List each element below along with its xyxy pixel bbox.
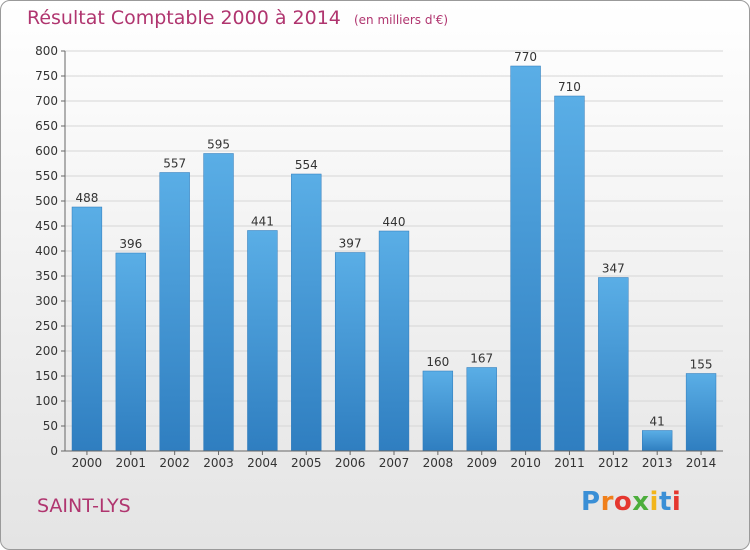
- x-tick-label: 2012: [598, 456, 629, 470]
- bar: [334, 252, 366, 452]
- y-tick-label: 100: [35, 394, 58, 408]
- bar: [203, 153, 234, 452]
- x-tick-label: 2003: [203, 456, 234, 470]
- x-tick-label: 2007: [379, 456, 410, 470]
- data-labels: 488 396 557 595 441 554 397 440 160 167 770 710 347 4…: [75, 50, 712, 429]
- y-tick-label: 200: [35, 344, 58, 358]
- data-label: 770: [514, 50, 537, 64]
- data-label: 440: [383, 215, 406, 229]
- proxiti-logo: Proxiti: [581, 487, 681, 517]
- logo-letter: i: [649, 487, 659, 517]
- bar: [554, 95, 585, 452]
- logo-letter: r: [600, 487, 614, 517]
- bar: [422, 370, 454, 452]
- y-tick-label: 500: [35, 194, 58, 208]
- x-tick-label: 2001: [116, 456, 147, 470]
- logo-letter: P: [581, 487, 601, 517]
- logo-letter: i: [671, 487, 682, 517]
- bar: [510, 65, 541, 452]
- x-tick-label: 2011: [554, 456, 585, 470]
- bars: [71, 65, 717, 452]
- data-label: 554: [295, 158, 318, 172]
- bar: [598, 277, 629, 452]
- data-label: 488: [75, 191, 98, 205]
- x-tick-label: 2005: [291, 456, 322, 470]
- data-label: 595: [207, 138, 230, 152]
- data-label: 41: [650, 415, 665, 429]
- data-label: 160: [426, 355, 449, 369]
- x-tick-label: 2004: [247, 456, 278, 470]
- y-tick-label: 0: [50, 444, 58, 458]
- bar: [378, 230, 410, 452]
- y-axis: 0 50 100 150 200 250 300 350 400 450 500 550 600 650 7…: [35, 44, 66, 458]
- y-tick-label: 50: [43, 419, 58, 433]
- bar: [115, 252, 146, 452]
- x-tick-label: 2006: [335, 456, 366, 470]
- y-tick-label: 150: [35, 369, 58, 383]
- y-tick-label: 650: [35, 119, 58, 133]
- data-label: 710: [558, 80, 581, 94]
- y-tick-label: 250: [35, 319, 58, 333]
- chart-title: Résultat Comptable 2000 à 2014: [27, 7, 341, 29]
- y-tick-label: 400: [35, 244, 58, 258]
- data-label: 155: [690, 358, 713, 372]
- chart-header: Résultat Comptable 2000 à 2014 (en milli…: [27, 7, 448, 29]
- y-tick-label: 800: [35, 44, 58, 58]
- x-tick-label: 2000: [72, 456, 103, 470]
- bar: [71, 206, 103, 452]
- x-tick-label: 2013: [642, 456, 673, 470]
- bar: [247, 230, 278, 452]
- y-tick-label: 350: [35, 269, 58, 283]
- data-label: 397: [339, 237, 362, 251]
- y-tick-label: 550: [35, 169, 58, 183]
- bar: [685, 373, 717, 452]
- x-tick-label: 2014: [686, 456, 717, 470]
- bar: [159, 172, 190, 452]
- data-label: 167: [470, 352, 493, 366]
- data-label: 557: [163, 157, 186, 171]
- logo-letter: o: [613, 487, 633, 517]
- data-label: 441: [251, 215, 274, 229]
- y-tick-label: 600: [35, 144, 58, 158]
- commune-name: SAINT-LYS: [37, 495, 131, 517]
- bar: [642, 430, 673, 452]
- y-tick-label: 300: [35, 294, 58, 308]
- logo-letter: x: [632, 487, 650, 517]
- data-label: 347: [602, 262, 625, 276]
- x-tick-label: 2008: [423, 456, 454, 470]
- x-tick-label: 2009: [466, 456, 497, 470]
- y-tick-label: 750: [35, 69, 58, 83]
- bar: [466, 367, 497, 452]
- bar: [291, 173, 322, 452]
- chart-subtitle: (en milliers d'€): [353, 13, 449, 27]
- logo-letter: t: [658, 487, 672, 517]
- x-tick-label: 2002: [159, 456, 190, 470]
- y-tick-label: 450: [35, 219, 58, 233]
- x-tick-label: 2010: [510, 456, 541, 470]
- y-tick-label: 700: [35, 94, 58, 108]
- x-axis: 2000 2001 2002 2003 2004 2005 2006 2007 2008 2009…: [65, 450, 723, 470]
- data-label: 396: [119, 237, 142, 251]
